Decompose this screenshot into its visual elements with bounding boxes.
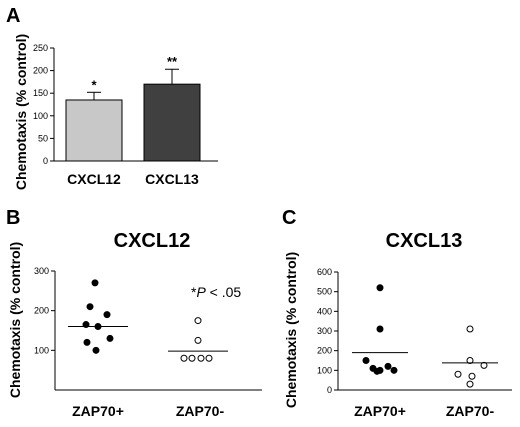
data-point — [180, 354, 188, 362]
significance-annotation: *P < .05 — [191, 284, 241, 300]
y-tick-label: 50 — [38, 133, 48, 143]
data-point — [83, 338, 91, 346]
y-ticks-c: 0 100 200 300 400 500 600 — [317, 267, 338, 395]
y-tick-label: 400 — [317, 306, 332, 316]
bar — [65, 99, 123, 162]
data-point — [376, 325, 384, 333]
category-label-zap70-neg-b: ZAP70- — [176, 403, 225, 419]
y-tick-label: 500 — [317, 287, 332, 297]
y-tick-label: 200 — [33, 66, 48, 76]
data-point — [468, 372, 476, 380]
y-tick-label: 600 — [317, 267, 332, 277]
data-point — [103, 311, 111, 319]
category-label-zap70-pos-b: ZAP70+ — [72, 403, 124, 419]
panel-letter-b: B — [6, 207, 20, 229]
data-point — [106, 334, 114, 342]
data-point — [362, 357, 370, 364]
y-tick-label: 100 — [33, 111, 48, 121]
panel-b: B CXCL12 Chemotaxis (% control) 100 200 30… — [6, 207, 262, 419]
panel-a: A Chemotaxis (% control) 0 50 100 150 200 250… — [6, 5, 218, 190]
y-ticks-a: 0 50 100 150 200 250 — [33, 43, 54, 166]
data-point — [466, 357, 474, 364]
points-b — [68, 279, 228, 362]
bar — [143, 83, 201, 162]
data-point — [205, 354, 213, 362]
data-point — [373, 367, 381, 375]
panel-c: C CXCL13 Chemotaxis (% control) 0 100 200 3… — [282, 207, 512, 419]
y-tick-label: 0 — [327, 385, 332, 395]
data-point — [376, 284, 384, 292]
y-tick-label: 300 — [34, 266, 49, 276]
y-tick-label: 150 — [33, 88, 48, 98]
panel-title-b: CXCL12 — [114, 230, 191, 252]
y-tick-label: 100 — [317, 365, 332, 375]
data-point — [194, 336, 202, 344]
points-c — [352, 284, 498, 388]
y-tick-label: 300 — [317, 326, 332, 336]
significance-marker: ** — [167, 54, 178, 69]
data-point — [91, 279, 99, 287]
y-tick-label: 100 — [34, 345, 49, 355]
category-label-cxcl13: CXCL13 — [145, 171, 199, 187]
panel-letter-a: A — [6, 5, 20, 27]
y-axis-title-b: Chemotaxis (% control) — [7, 242, 23, 398]
y-ticks-b: 100 200 300 — [34, 266, 55, 355]
y-tick-label: 200 — [317, 346, 332, 356]
bars-a: *** — [65, 54, 201, 162]
data-point — [390, 366, 398, 374]
significance-marker: * — [91, 77, 97, 92]
data-point — [86, 303, 94, 311]
data-point — [188, 354, 196, 362]
data-point — [92, 346, 100, 354]
y-tick-label: 250 — [33, 43, 48, 53]
category-label-cxcl12: CXCL12 — [67, 171, 121, 187]
y-tick-label: 200 — [34, 306, 49, 316]
category-label-zap70-pos-c: ZAP70+ — [354, 403, 406, 419]
data-point — [454, 370, 462, 378]
data-point — [466, 380, 474, 388]
category-label-zap70-neg-c: ZAP70- — [446, 403, 495, 419]
data-point — [194, 317, 202, 325]
panel-title-c: CXCL13 — [386, 230, 463, 252]
y-axis-title-c: Chemotaxis (% control) — [283, 252, 299, 408]
data-point — [197, 354, 205, 362]
data-point — [466, 325, 474, 333]
y-tick-label: 0 — [43, 156, 48, 166]
data-point — [384, 362, 392, 370]
y-axis-title-a: Chemotaxis (% control) — [13, 34, 29, 190]
panel-letter-c: C — [282, 207, 296, 229]
